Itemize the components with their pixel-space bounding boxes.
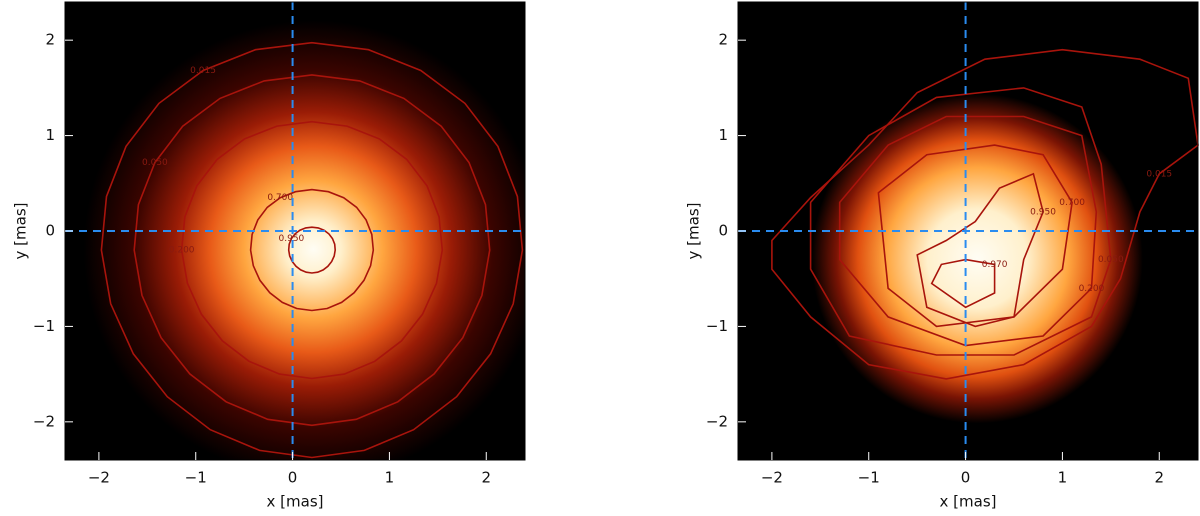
x-tick-label: 0 <box>961 469 971 487</box>
contour-label: 0.050 <box>1098 255 1124 265</box>
y-tick-label: −2 <box>33 412 55 430</box>
contour-label: 0.200 <box>1079 284 1105 294</box>
contour-label: 0.015 <box>190 66 216 76</box>
contour-label: 0.950 <box>279 234 305 244</box>
y-tick-label: 2 <box>718 31 728 49</box>
y-tick-label: 2 <box>45 31 55 49</box>
contour-line <box>100 41 524 459</box>
contour-label: 0.950 <box>1030 207 1056 217</box>
x-tick-label: −1 <box>185 469 207 487</box>
contour-label: 0.015 <box>1146 169 1172 179</box>
contour-line <box>249 188 375 312</box>
x-tick-label: 0 <box>288 469 298 487</box>
contour-label: 0.200 <box>169 246 195 256</box>
x-tick-label: 1 <box>1058 469 1068 487</box>
y-tick-label: −1 <box>33 317 55 335</box>
contour-line <box>133 74 491 427</box>
contour-label: 0.700 <box>267 193 293 203</box>
y-tick-label: −1 <box>706 317 728 335</box>
x-tick-label: −2 <box>88 469 110 487</box>
contour-line <box>180 120 444 380</box>
x-tick-label: −1 <box>858 469 880 487</box>
contour-line <box>930 258 996 309</box>
contour-label: 0.970 <box>982 260 1008 270</box>
contour-label: 0.700 <box>1059 198 1085 208</box>
contour-line <box>877 144 1073 328</box>
x-tick-label: 2 <box>481 469 491 487</box>
x-tick-label: 2 <box>1154 469 1164 487</box>
y-axis-label: y [mas] <box>685 203 703 260</box>
x-tick-label: −2 <box>761 469 783 487</box>
y-tick-label: 0 <box>45 222 55 240</box>
y-tick-label: 1 <box>45 126 55 144</box>
x-tick-label: 1 <box>385 469 395 487</box>
y-tick-label: 1 <box>718 126 728 144</box>
y-axis-label: y [mas] <box>12 203 30 260</box>
y-tick-label: −2 <box>706 412 728 430</box>
contour-line <box>809 87 1112 356</box>
contour-line <box>771 48 1199 380</box>
x-axis-label: x [mas] <box>940 493 997 511</box>
contour-label: 0.050 <box>142 158 168 168</box>
y-tick-label: 0 <box>718 222 728 240</box>
contour-line <box>838 115 1098 347</box>
x-axis-label: x [mas] <box>267 493 324 511</box>
